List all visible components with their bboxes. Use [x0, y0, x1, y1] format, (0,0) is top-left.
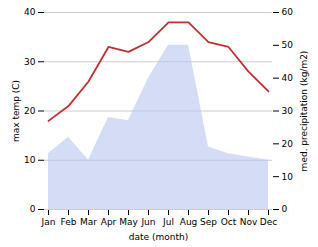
svg-text:0: 0 [30, 204, 36, 214]
svg-text:Oct: Oct [221, 217, 237, 227]
svg-text:Dec: Dec [260, 217, 277, 227]
svg-text:Jun: Jun [140, 217, 155, 227]
svg-text:20: 20 [282, 139, 294, 149]
svg-text:Nov: Nov [240, 217, 258, 227]
svg-text:Apr: Apr [101, 217, 117, 227]
svg-text:date (month): date (month) [129, 232, 188, 242]
svg-text:Jan: Jan [41, 217, 56, 227]
svg-text:30: 30 [24, 57, 36, 67]
svg-text:Jul: Jul [162, 217, 174, 227]
svg-text:med. precipitation (kg/m2): med. precipitation (kg/m2) [299, 51, 309, 172]
svg-text:60: 60 [282, 7, 294, 17]
svg-text:40: 40 [282, 73, 294, 83]
svg-text:0: 0 [282, 204, 288, 214]
svg-text:30: 30 [282, 106, 294, 116]
svg-text:10: 10 [24, 155, 36, 165]
svg-text:40: 40 [24, 7, 36, 17]
svg-text:10: 10 [282, 172, 294, 182]
svg-text:May: May [119, 217, 138, 227]
svg-text:Aug: Aug [180, 217, 198, 227]
svg-text:max temp (C): max temp (C) [11, 80, 21, 142]
svg-text:20: 20 [24, 106, 36, 116]
svg-text:50: 50 [282, 40, 294, 50]
svg-text:Sep: Sep [200, 217, 217, 227]
svg-text:Mar: Mar [80, 217, 97, 227]
svg-text:Feb: Feb [61, 217, 77, 227]
